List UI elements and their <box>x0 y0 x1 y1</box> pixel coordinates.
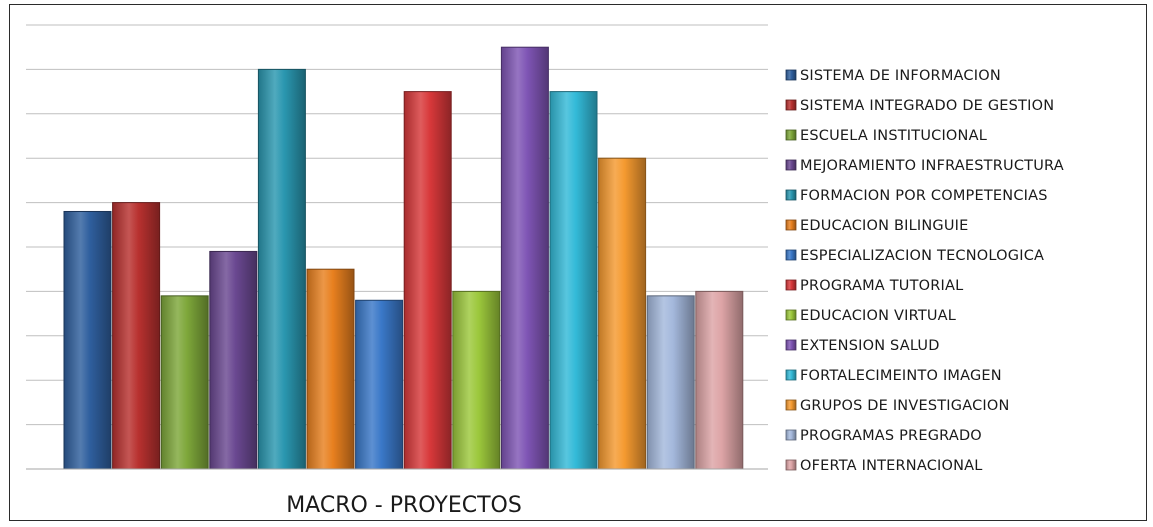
legend-item: SISTEMA DE INFORMACION <box>785 68 1001 84</box>
legend: SISTEMA DE INFORMACION SISTEMA INTEGRADO … <box>785 68 1064 474</box>
legend-swatch <box>785 309 797 321</box>
legend-label: SISTEMA INTEGRADO DE GESTION <box>800 98 1054 114</box>
legend-item: FORTALECIMEINTO IMAGEN <box>785 368 1002 384</box>
legend-item: EDUCACION BILINGUIE <box>785 218 969 234</box>
legend-item: ESCUELA INSTITUCIONAL <box>785 128 987 144</box>
legend-item: SISTEMA INTEGRADO DE GESTION <box>785 98 1054 114</box>
bar-oferta-internacional <box>695 290 744 470</box>
legend-label: EDUCACION VIRTUAL <box>800 308 956 324</box>
bar-programas-pregrado <box>646 295 695 470</box>
bar-fortalecimeinto-imagen <box>549 91 598 470</box>
bar-chart: MACRO - PROYECTOS SISTEMA DE INFORMACION… <box>26 24 1064 518</box>
legend-item: FORMACION POR COMPETENCIAS <box>785 188 1048 204</box>
legend-label: GRUPOS DE INVESTIGACION <box>800 398 1010 414</box>
legend-swatch <box>785 99 797 111</box>
legend-label: OFERTA INTERNACIONAL <box>800 458 983 474</box>
legend-label: EXTENSION SALUD <box>800 338 940 354</box>
legend-swatch <box>785 459 797 471</box>
bars <box>63 46 744 470</box>
bar-especializacion-tecnologica <box>355 299 404 470</box>
legend-item: GRUPOS DE INVESTIGACION <box>785 398 1010 414</box>
legend-item: ESPECIALIZACION TECNOLOGICA <box>785 248 1044 264</box>
legend-label: FORTALECIMEINTO IMAGEN <box>800 368 1002 384</box>
legend-label: PROGRAMAS PREGRADO <box>800 428 982 444</box>
legend-item: OFERTA INTERNACIONAL <box>785 458 983 474</box>
legend-label: FORMACION POR COMPETENCIAS <box>800 188 1048 204</box>
legend-swatch <box>785 399 797 411</box>
bar-educacion-virtual <box>452 290 501 470</box>
legend-item: PROGRAMAS PREGRADO <box>785 428 982 444</box>
chart-frame: MACRO - PROYECTOS SISTEMA DE INFORMACION… <box>9 4 1147 521</box>
bar-sistema-de-informacion <box>63 210 112 470</box>
legend-swatch <box>785 339 797 351</box>
legend-label: ESCUELA INSTITUCIONAL <box>800 128 987 144</box>
legend-label: EDUCACION BILINGUIE <box>800 218 969 234</box>
bar-extension-salud <box>500 46 549 470</box>
bar-educacion-bilinguie <box>306 268 355 470</box>
legend-swatch <box>785 279 797 291</box>
legend-item: EXTENSION SALUD <box>785 338 940 354</box>
legend-label: MEJORAMIENTO INFRAESTRUCTURA <box>800 158 1064 174</box>
legend-item: MEJORAMIENTO INFRAESTRUCTURA <box>785 158 1064 174</box>
bar-sistema-integrado-de-gestion <box>112 202 161 470</box>
legend-swatch <box>785 69 797 81</box>
legend-swatch <box>785 219 797 231</box>
legend-item: EDUCACION VIRTUAL <box>785 308 956 324</box>
bar-programa-tutorial <box>403 91 452 470</box>
legend-label: ESPECIALIZACION TECNOLOGICA <box>800 248 1044 264</box>
legend-label: PROGRAMA TUTORIAL <box>800 278 963 294</box>
legend-swatch <box>785 129 797 141</box>
legend-swatch <box>785 429 797 441</box>
bar-mejoramiento-infraestructura <box>209 250 258 470</box>
legend-item: PROGRAMA TUTORIAL <box>785 278 963 294</box>
legend-swatch <box>785 369 797 381</box>
legend-label: SISTEMA DE INFORMACION <box>800 68 1001 84</box>
bar-formacion-por-competencias <box>257 68 306 470</box>
legend-swatch <box>785 189 797 201</box>
legend-swatch <box>785 159 797 171</box>
legend-swatch <box>785 249 797 261</box>
x-axis-label: MACRO - PROYECTOS <box>286 493 522 518</box>
bar-escuela-institucional <box>160 295 209 470</box>
bar-grupos-de-investigacion <box>598 157 647 470</box>
